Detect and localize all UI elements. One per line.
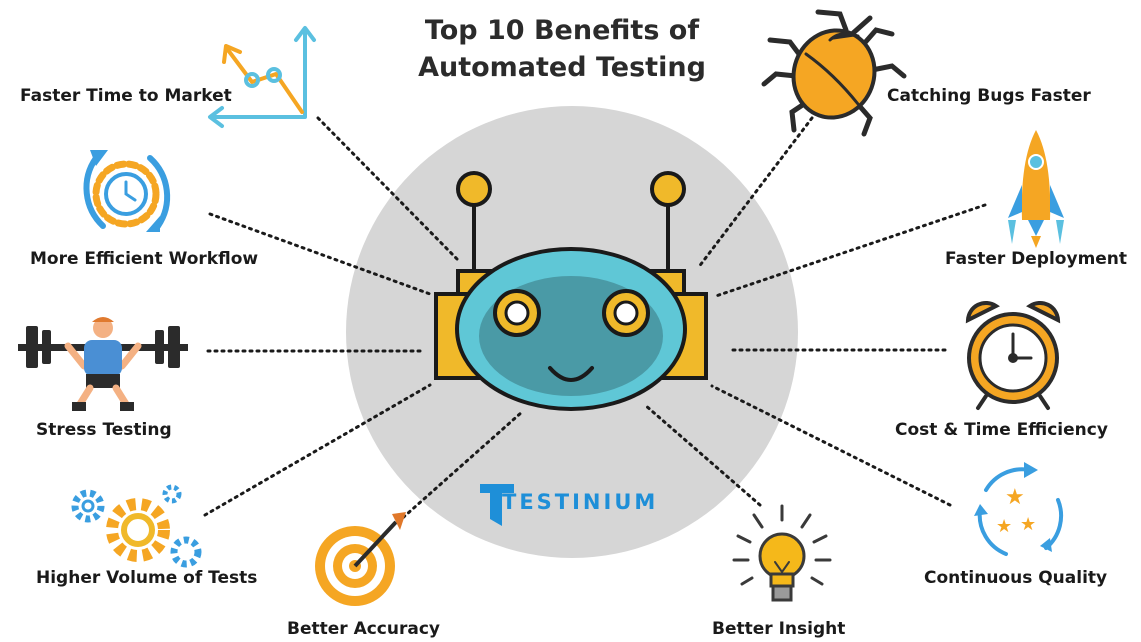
alarm-clock-icon — [965, 300, 1061, 410]
connector-better-accuracy — [396, 410, 524, 524]
robot-icon — [434, 171, 708, 411]
rocket-icon — [1008, 130, 1064, 248]
connector-faster-deployment — [714, 203, 987, 298]
label-stress-testing: Stress Testing — [36, 420, 172, 440]
line-chart-icon — [208, 26, 316, 128]
label-better-insight: Better Insight — [712, 619, 846, 639]
label-higher-volume-of-tests: Higher Volume of Tests — [36, 568, 258, 588]
connector-continuous-quality — [710, 384, 952, 507]
clock-gear-icon — [83, 150, 171, 232]
title-line-1: Top 10 Benefits of — [424, 15, 700, 46]
label-better-accuracy: Better Accuracy — [287, 619, 440, 639]
label-more-efficient-workflow: More Efficient Workflow — [30, 249, 259, 269]
label-faster-time-to-market: Faster Time to Market — [20, 86, 232, 106]
weightlifter-icon — [18, 317, 188, 411]
label-catching-bugs-faster: Catching Bugs Faster — [887, 86, 1091, 106]
page-title: Top 10 Benefits of Automated Testing — [400, 12, 724, 86]
svg-text:★: ★ — [1005, 485, 1025, 510]
connector-better-insight — [643, 403, 762, 507]
connector-lines — [203, 116, 987, 524]
label-continuous-quality: Continuous Quality — [924, 568, 1108, 588]
testinium-logo-icon — [480, 484, 514, 526]
recycle-stars-icon: ★ ★ ★ — [974, 462, 1064, 556]
gears-icon — [71, 484, 202, 568]
svg-text:★: ★ — [1020, 514, 1036, 535]
target-icon — [315, 512, 406, 606]
connector-faster-time-to-market — [316, 116, 460, 262]
brand-name: TESTINIUM — [502, 490, 659, 514]
connector-catching-bugs — [696, 116, 814, 270]
label-faster-deployment: Faster Deployment — [945, 249, 1128, 269]
svg-text:★: ★ — [996, 516, 1012, 537]
label-cost-time-efficiency: Cost & Time Efficiency — [895, 420, 1108, 440]
connector-more-efficient-workflow — [208, 212, 432, 296]
connector-higher-volume — [203, 383, 432, 517]
lightbulb-icon — [732, 504, 832, 602]
title-line-2: Automated Testing — [418, 52, 706, 83]
bug-icon — [761, 9, 907, 137]
